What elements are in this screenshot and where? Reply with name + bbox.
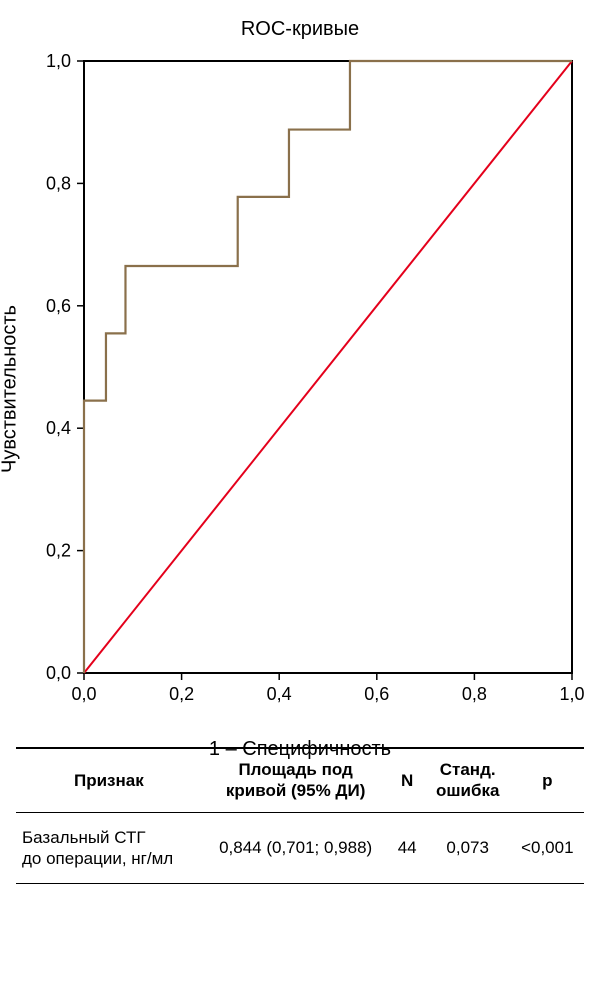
chart-title: ROC-кривые (16, 18, 584, 41)
svg-text:0,8: 0,8 (462, 684, 487, 704)
cell-p: <0,001 (511, 812, 584, 884)
svg-text:0,2: 0,2 (46, 541, 71, 561)
y-axis-label: Чувствительность (0, 305, 22, 473)
svg-text:0,6: 0,6 (46, 296, 71, 316)
svg-text:1,0: 1,0 (559, 684, 584, 704)
x-axis-label: 1 – Специфичность (16, 738, 584, 761)
svg-text:1,0: 1,0 (46, 51, 71, 71)
stats-table: Признак Площадь подкривой (95% ДИ) N Ста… (16, 747, 584, 884)
roc-svg: 0,0 0,2 0,4 0,6 0,8 1,0 0,0 0,2 0,4 0,6 0,8 1,0 (16, 49, 584, 729)
svg-text:0,2: 0,2 (169, 684, 194, 704)
cell-feature: Базальный СТГдо операции, нг/мл (16, 812, 202, 884)
svg-text:0,0: 0,0 (46, 663, 71, 683)
svg-text:0,6: 0,6 (364, 684, 389, 704)
cell-se: 0,073 (425, 812, 511, 884)
cell-auc: 0,844 (0,701; 0,988) (202, 812, 390, 884)
svg-text:0,4: 0,4 (267, 684, 292, 704)
roc-chart: Чувствительность 0,00,20,40,60,81,00,00,… (16, 49, 584, 729)
page: ROC-кривые Чувствительность 0,0 0,2 0,4 0,6… (0, 0, 600, 904)
svg-text:0,4: 0,4 (46, 418, 71, 438)
cell-n: 44 (390, 812, 425, 884)
svg-text:0,0: 0,0 (71, 684, 96, 704)
table-row: Базальный СТГдо операции, нг/мл 0,844 (0… (16, 812, 584, 884)
svg-text:0,8: 0,8 (46, 173, 71, 193)
